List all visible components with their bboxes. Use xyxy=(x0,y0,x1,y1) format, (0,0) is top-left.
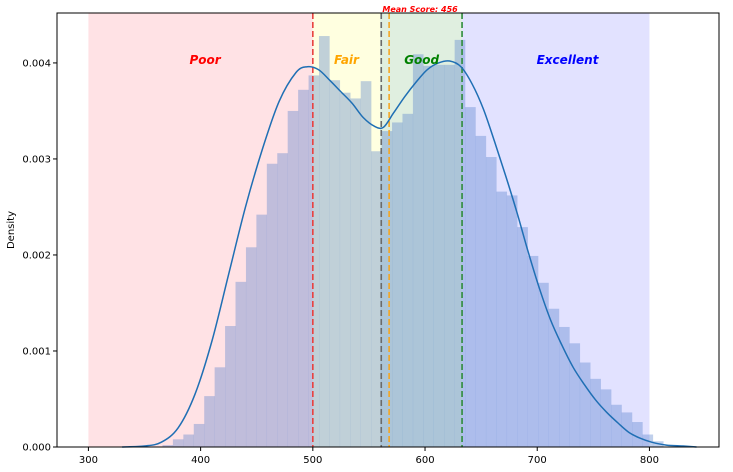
histogram-bar xyxy=(287,110,299,447)
band-labels: Poor Fair Good Excellent Mean Score: 456 xyxy=(190,5,600,67)
histogram-bar xyxy=(214,367,226,447)
histogram-bar xyxy=(225,326,236,447)
histogram-bar xyxy=(433,64,445,448)
y-tick-label: 0.002 xyxy=(22,250,51,261)
y-tick-label: 0.000 xyxy=(22,443,51,454)
histogram-bar xyxy=(600,389,612,447)
band-fair xyxy=(312,13,381,447)
histogram-bars xyxy=(162,36,664,448)
histogram-bar xyxy=(256,214,268,447)
kde-curve xyxy=(122,60,697,448)
band-good xyxy=(380,13,463,447)
histogram-bar xyxy=(381,131,393,447)
histogram-bar xyxy=(245,247,257,447)
histogram-bar xyxy=(298,89,309,448)
histogram-bar xyxy=(392,122,403,447)
histogram-bar xyxy=(162,445,174,447)
histogram-bar xyxy=(308,75,320,448)
histogram-bar xyxy=(506,195,518,447)
histogram-bar xyxy=(193,423,205,447)
histogram-bar xyxy=(496,191,508,447)
histogram-bar xyxy=(538,282,549,447)
histogram-bar xyxy=(475,135,487,447)
histogram-bar xyxy=(579,362,591,447)
histogram-bar xyxy=(454,39,466,448)
x-tick-label: 300 xyxy=(79,455,98,466)
histogram-bar xyxy=(569,343,581,447)
y-axis: 0.000 0.001 0.002 0.003 0.004 xyxy=(22,58,57,454)
histogram-bar xyxy=(402,113,414,448)
histogram-bar xyxy=(277,153,288,447)
y-axis-label: Density xyxy=(6,211,17,249)
histogram-bar xyxy=(465,107,476,447)
histogram-bar xyxy=(548,308,560,447)
reference-lines xyxy=(312,13,463,447)
y-tick-label: 0.004 xyxy=(22,58,51,69)
histogram-bar xyxy=(527,255,539,447)
histogram-bar xyxy=(590,378,601,447)
band-label-good: Good xyxy=(404,53,439,67)
histogram-bar xyxy=(444,64,455,448)
histogram-bar xyxy=(172,439,184,447)
mean-score-annotation: Mean Score: 456 xyxy=(382,5,458,14)
histogram-bar xyxy=(485,157,497,447)
plot-frame xyxy=(56,12,720,448)
x-tick-label: 800 xyxy=(640,455,659,466)
histogram-bar xyxy=(266,163,278,447)
band-poor xyxy=(88,13,313,447)
histogram-bar xyxy=(611,404,622,447)
y-tick-label: 0.001 xyxy=(22,346,51,357)
histogram-bar xyxy=(517,227,528,447)
histogram-bar xyxy=(318,36,330,447)
histogram-bar xyxy=(412,54,424,448)
band-label-fair: Fair xyxy=(334,53,360,67)
histogram-bar xyxy=(360,81,372,447)
histogram-bar xyxy=(558,326,570,447)
histogram-bar xyxy=(371,151,382,447)
x-tick-label: 600 xyxy=(415,455,434,466)
x-tick-label: 400 xyxy=(191,455,210,466)
kde-curve-group xyxy=(122,60,697,448)
histogram-bar xyxy=(339,92,351,447)
x-axis: 300 400 500 600 700 800 xyxy=(79,447,659,466)
histogram-bar xyxy=(235,281,247,447)
histogram-bar xyxy=(423,65,434,447)
histogram-bar xyxy=(329,80,341,447)
band-excellent xyxy=(462,13,650,447)
band-label-poor: Poor xyxy=(190,53,222,67)
histogram-bar xyxy=(621,412,633,447)
band-label-excellent: Excellent xyxy=(537,53,600,67)
x-tick-label: 700 xyxy=(528,455,547,466)
histogram-bar xyxy=(350,98,361,447)
score-bands xyxy=(88,13,650,447)
x-tick-label: 500 xyxy=(303,455,322,466)
histogram-bar xyxy=(632,422,643,447)
histogram-bar xyxy=(183,434,194,447)
histogram-bar xyxy=(204,396,215,447)
y-tick-label: 0.003 xyxy=(22,154,51,165)
